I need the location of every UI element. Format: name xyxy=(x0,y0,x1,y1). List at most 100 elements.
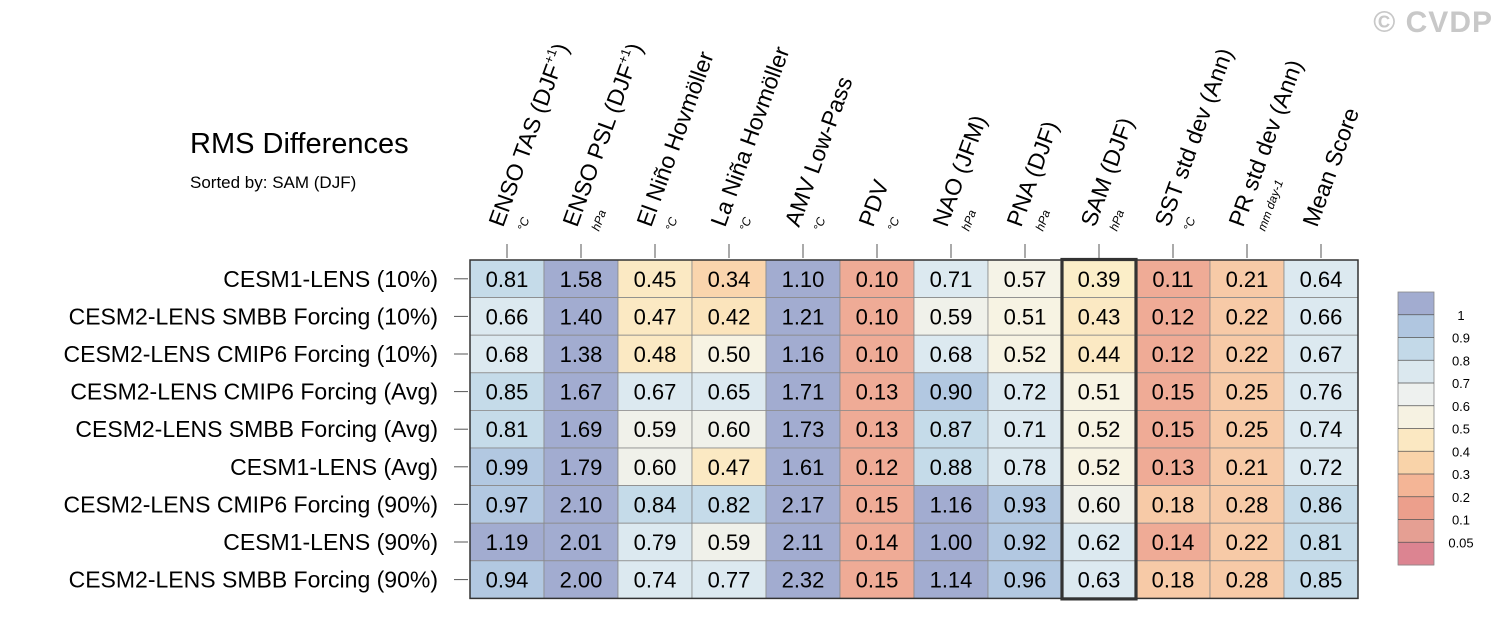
row-label: CESM1-LENS (10%) xyxy=(223,266,438,292)
cell-value-label: 0.68 xyxy=(930,342,973,367)
heatmap-cell: 0.44 xyxy=(1061,334,1137,374)
heatmap-cell: 0.25 xyxy=(1209,409,1285,449)
cell-rect xyxy=(691,409,767,449)
heatmap-cell: 0.72 xyxy=(987,372,1063,411)
heatmap-cell: 0.71 xyxy=(913,259,989,298)
cell-rect xyxy=(1135,409,1211,449)
cell-value-label: 0.15 xyxy=(1152,417,1195,442)
colorbar-segment xyxy=(1398,314,1434,338)
colorbar-segment xyxy=(1398,383,1434,407)
column-label: ENSO TAS (DJF+1) xyxy=(482,39,573,229)
heatmap-cell: 0.68 xyxy=(913,334,989,374)
cell-value-label: 1.38 xyxy=(560,342,603,367)
cell-rect xyxy=(469,372,545,411)
heatmap-cell: 0.11 xyxy=(1135,259,1211,298)
heatmap-cell: 0.13 xyxy=(839,409,915,449)
cell-rect xyxy=(839,334,915,374)
cell-rect xyxy=(1209,259,1285,298)
cell-rect xyxy=(765,409,841,449)
cell-value-label: 0.45 xyxy=(634,267,677,292)
cell-value-label: 1.69 xyxy=(560,417,603,442)
cell-value-label: 0.44 xyxy=(1078,342,1121,367)
cell-value-label: 0.57 xyxy=(1004,267,1047,292)
heatmap-cell: 1.16 xyxy=(765,334,841,374)
heatmap-cell: 0.59 xyxy=(913,297,989,336)
heatmap-cell: 0.74 xyxy=(617,560,693,599)
cell-value-label: 0.85 xyxy=(486,380,529,405)
cell-rect xyxy=(839,297,915,336)
heatmap-cell: 0.87 xyxy=(913,409,989,449)
cell-rect xyxy=(469,447,545,486)
cell-value-label: 0.14 xyxy=(856,530,899,555)
column-header: PDV°C xyxy=(853,176,902,233)
row-label: CESM2-LENS CMIP6 Forcing (10%) xyxy=(64,341,439,367)
heatmap-cell: 1.16 xyxy=(913,485,989,524)
heatmap-cell: 0.22 xyxy=(1209,297,1285,336)
cell-value-label: 1.21 xyxy=(782,304,825,329)
heatmap-cell: 0.14 xyxy=(839,522,915,562)
cell-value-label: 0.93 xyxy=(1004,492,1047,517)
heatmap-border xyxy=(469,259,1359,600)
heatmap-cell: 0.52 xyxy=(987,334,1063,374)
heatmap-cell: 0.42 xyxy=(691,297,767,336)
heatmap-cell: 0.10 xyxy=(839,259,915,298)
cell-value-label: 0.50 xyxy=(708,342,751,367)
heatmap-cell: 0.72 xyxy=(1283,447,1359,486)
cell-rect xyxy=(1209,372,1285,411)
cell-rect xyxy=(1209,522,1285,562)
heatmap-cell: 1.14 xyxy=(913,560,989,599)
cell-value-label: 1.71 xyxy=(782,380,825,405)
heatmap-cell: 0.15 xyxy=(839,485,915,524)
row-label: CESM1-LENS (Avg) xyxy=(230,454,438,480)
cell-value-label: 0.85 xyxy=(1300,568,1343,593)
row-label: CESM2-LENS SMBB Forcing (10%) xyxy=(69,303,438,329)
cell-rect xyxy=(691,522,767,562)
heatmap-cell: 0.68 xyxy=(469,334,545,374)
cell-rect xyxy=(469,297,545,336)
cell-value-label: 1.19 xyxy=(486,530,529,555)
heatmap-cell: 0.93 xyxy=(987,485,1063,524)
cell-rect xyxy=(543,372,619,411)
cell-value-label: 0.81 xyxy=(1300,530,1343,555)
colorbar-segment xyxy=(1398,292,1434,316)
cell-rect xyxy=(1135,560,1211,599)
heatmap-cell: 0.22 xyxy=(1209,334,1285,374)
cell-rect xyxy=(765,485,841,524)
cell-rect xyxy=(469,409,545,449)
cell-value-label: 0.64 xyxy=(1300,267,1343,292)
cell-value-label: 0.99 xyxy=(486,455,529,480)
cell-value-label: 1.73 xyxy=(782,417,825,442)
heatmap-cell: 2.17 xyxy=(765,485,841,524)
heatmap-cell: 0.39 xyxy=(1061,259,1137,298)
heatmap-cell: 0.47 xyxy=(691,447,767,486)
heatmap-cell: 0.34 xyxy=(691,259,767,298)
heatmap-cell: 0.88 xyxy=(913,447,989,486)
cell-value-label: 2.17 xyxy=(782,492,825,517)
cell-rect xyxy=(543,485,619,524)
cell-value-label: 0.25 xyxy=(1226,380,1269,405)
heatmap-cell: 0.94 xyxy=(469,560,545,599)
cell-rect xyxy=(765,297,841,336)
column-label: SAM (DJF) xyxy=(1075,114,1138,230)
heatmap-cell: 0.67 xyxy=(1283,334,1359,374)
heatmap-cell: 0.21 xyxy=(1209,259,1285,298)
cell-rect xyxy=(1061,485,1137,524)
column-label: El Niño Hovmöller xyxy=(631,48,718,230)
colorbar-label: 0.9 xyxy=(1452,331,1470,346)
cell-value-label: 0.10 xyxy=(856,267,899,292)
cell-value-label: 0.10 xyxy=(856,342,899,367)
heatmap-cell: 0.99 xyxy=(469,447,545,486)
cell-rect xyxy=(839,372,915,411)
cell-rect xyxy=(1283,485,1359,524)
cell-value-label: 1.40 xyxy=(560,304,603,329)
cell-rect xyxy=(691,560,767,599)
cell-value-label: 0.77 xyxy=(708,568,751,593)
cell-value-label: 0.52 xyxy=(1004,342,1047,367)
colorbar-label: 0.3 xyxy=(1452,467,1470,482)
column-header: SAM (DJF)hPa xyxy=(1075,114,1138,233)
cell-rect xyxy=(691,334,767,374)
cell-value-label: 0.52 xyxy=(1078,455,1121,480)
row-label: CESM2-LENS SMBB Forcing (90%) xyxy=(69,567,438,593)
cell-value-label: 0.62 xyxy=(1078,530,1121,555)
